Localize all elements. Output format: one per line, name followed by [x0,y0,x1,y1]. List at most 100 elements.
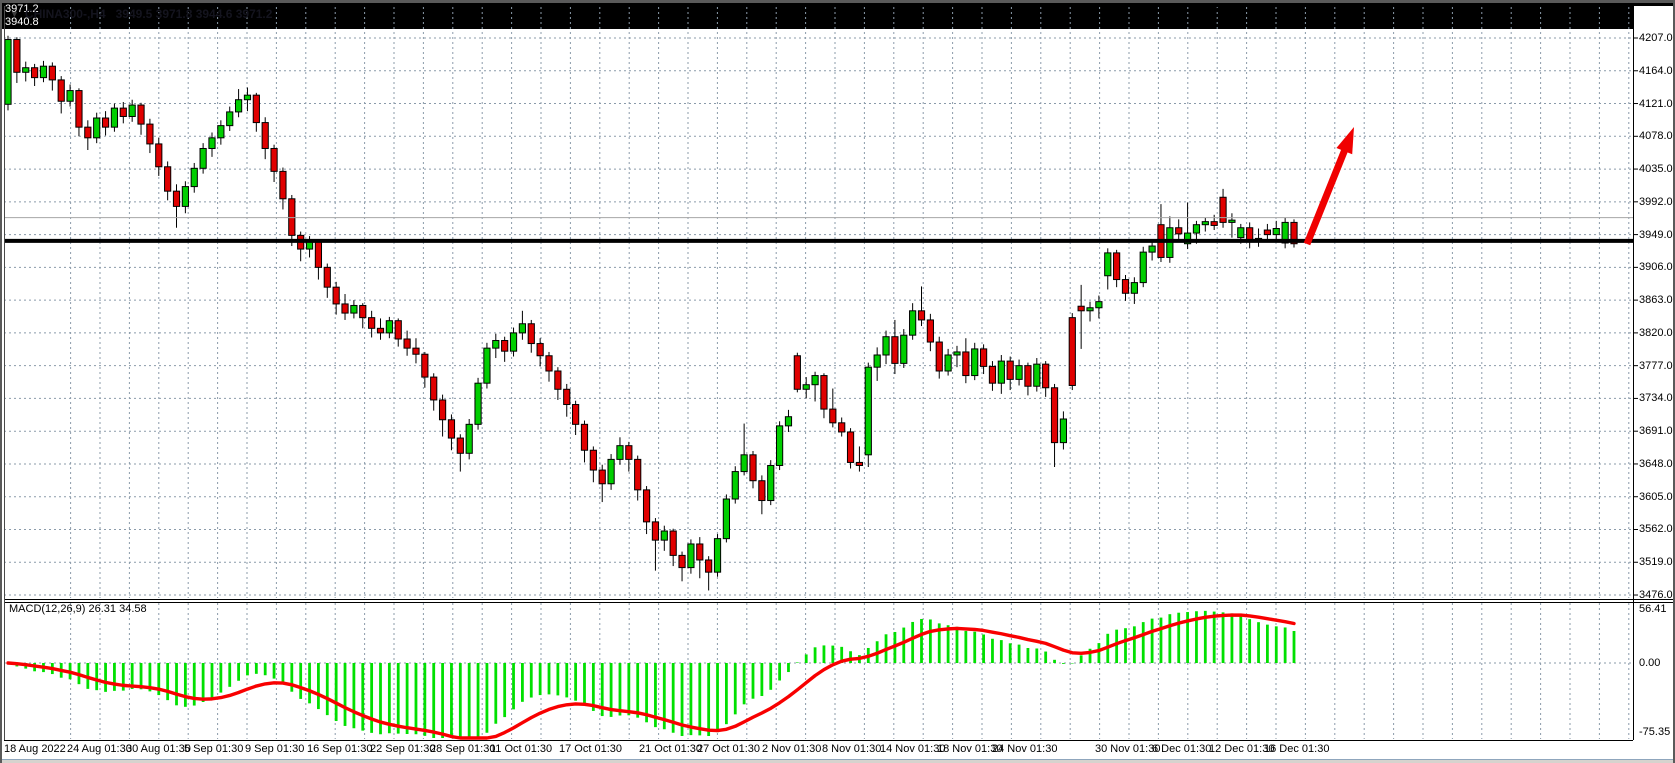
candle [119,102,127,124]
candle [953,345,961,368]
candle-body-bull [971,348,979,377]
candle [350,300,358,319]
time-axis-label: 22 Sep 01:30 [370,743,436,755]
symbol-timeframe-label: CHINA300-,H4 [24,7,106,21]
candle [190,162,198,193]
candle-body-bull [811,375,819,386]
candle [589,446,597,483]
candle [598,464,606,503]
chart-shift-marker-icon[interactable] [1216,8,1226,15]
price-axis-label: 4078.0 [1639,130,1673,143]
candle-body-bull [350,304,358,314]
candle-body-bear [669,530,677,556]
candle-body-bull [492,340,500,349]
time-axis-band[interactable] [2,741,1633,759]
candle [642,486,651,535]
candle-body-bear [412,347,420,355]
candle-body-bull [208,137,216,149]
candle-body-bull [731,471,739,500]
candle-body-bull [1104,252,1112,277]
candle [607,454,615,490]
candle [838,417,846,437]
candle-body-bear [155,143,163,168]
candle [882,330,890,365]
price-axis-label: 4035.0 [1639,163,1673,176]
price-axis-label: 3519.0 [1639,556,1673,569]
candle [1042,361,1050,397]
candle-body-bull [474,382,482,425]
candle [31,63,39,87]
candle-body-bear [988,365,997,384]
candle-body-bear [48,65,56,81]
trend-arrow-shaft[interactable] [1303,144,1350,246]
candle [13,37,21,83]
candle-body-bear [926,319,934,343]
time-axis-label: 6 Dec 01:30 [1152,743,1212,755]
candle-body-bear [838,422,846,433]
candle [323,263,331,298]
time-axis-label: 28 Sep 01:30 [430,743,496,755]
candle-body-bear [332,286,340,305]
candle-body-bear [1175,227,1183,235]
macd-signal-value: 34.58 [119,603,147,615]
candle-body-bull [1281,221,1289,244]
candle [155,137,163,176]
candle-body-bear [758,480,766,502]
candle [359,303,367,329]
candle [811,371,819,402]
trend-arrow-head[interactable] [1336,127,1354,155]
candle-body-bull [518,323,527,334]
candle [474,377,482,430]
candle [563,383,571,417]
candle-body-bear [1113,252,1121,281]
candle-body-bear [403,338,411,349]
macd-params: (12,26,9) [41,603,86,615]
time-axis-label: 16 Sep 01:30 [307,743,373,755]
candle-body-bull [66,90,74,102]
candle-body-bull [110,107,119,128]
price-axis-label: 3691.0 [1639,425,1673,438]
candle [1254,228,1263,247]
time-axis-label: 27 Oct 01:30 [697,743,760,755]
candle [855,446,864,472]
candle-body-bull [190,167,198,188]
time-axis-label: 24 Aug 01:30 [67,743,132,755]
candle-body-bear [1006,360,1014,380]
time-axis-label: 24 Nov 01:30 [992,743,1058,755]
candle-body-bull [784,416,793,427]
candle-body-bear [438,399,447,421]
symbol-dropdown-icon[interactable]: ▼ [10,9,19,19]
chart-title: ▼ CHINA300-,H4 3949.5 3971.8 3944.6 3971.2 [10,7,272,21]
candle [1086,301,1094,322]
price-axis-label: 3562.0 [1639,523,1673,536]
macd-value: 26.31 [88,603,117,615]
candle-body-bull [465,423,473,454]
candle [261,117,269,160]
candle-body-bear [314,240,323,268]
candle-body-bull [22,67,30,73]
candle [536,338,544,367]
candle [891,319,899,375]
candle [962,338,970,384]
candle-body-bear [1210,221,1218,226]
candle-body-bear [598,469,606,485]
candle [110,103,119,132]
candle [146,118,154,154]
candle-body-bear [394,320,402,340]
candle-body-bear [341,303,349,314]
candle [580,420,589,463]
candle [137,102,145,135]
candle-body-bull [616,445,624,460]
candle-body-bear [84,126,92,139]
candle-body-bear [572,404,580,425]
candle-body-bear [705,559,713,573]
candle [1281,217,1289,249]
candle-body-bull [181,186,189,207]
candle [722,494,730,543]
candle [660,525,668,551]
candle-body-bear [279,170,287,200]
candle [22,61,30,82]
candle [1068,313,1076,391]
candle [545,351,553,382]
